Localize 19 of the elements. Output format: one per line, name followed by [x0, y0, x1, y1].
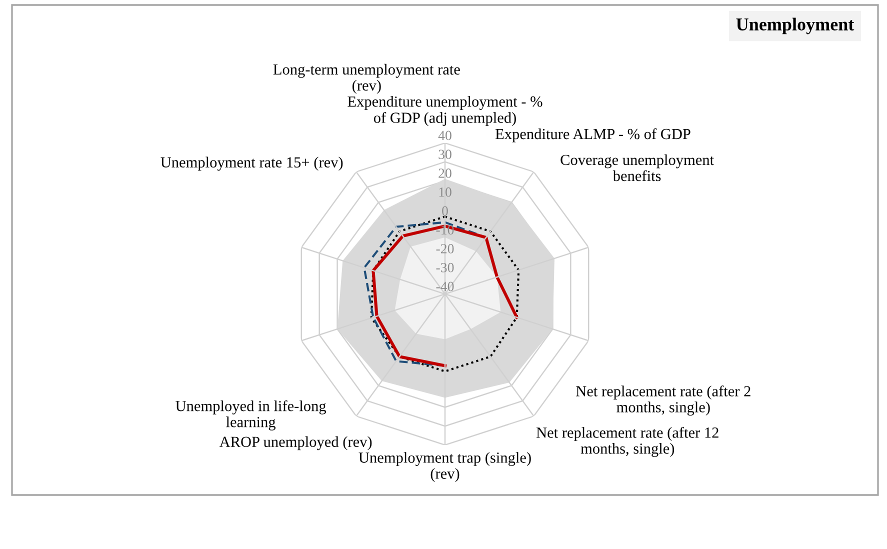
spoke-label: Unemployed in life-long learning [176, 400, 326, 430]
spoke-label: Expenditure unemployment - % of GDP (adj unempled) [348, 96, 542, 126]
y-tick-label: -20 [436, 244, 454, 254]
y-tick-label: 20 [438, 168, 452, 178]
spoke-label: Net replacement rate (after 2 months, single) [576, 386, 750, 416]
y-tick-label: 30 [438, 150, 452, 160]
y-tick-label: -30 [436, 262, 454, 272]
y-tick-label: 0 [442, 206, 448, 216]
spoke-label: Coverage unemployment benefits [560, 154, 714, 182]
y-tick-label: -40 [436, 282, 454, 292]
spoke-label: Unemployment trap (single) (rev) [358, 452, 531, 482]
spoke-label: Unemployment rate 15+ (rev) [160, 156, 343, 171]
spoke-label: Net replacement rate (after 12 months, single) [536, 426, 718, 457]
spoke-label: Expenditure ALMP - % of GDP [495, 128, 690, 142]
spoke-label: AROP unemployed (rev) [219, 436, 372, 450]
y-tick-label: 40 [438, 130, 452, 140]
spoke-label: Long-term unemployment rate (rev) [273, 64, 460, 94]
text: Unemployment [736, 18, 854, 34]
y-tick-label: 10 [439, 187, 452, 197]
